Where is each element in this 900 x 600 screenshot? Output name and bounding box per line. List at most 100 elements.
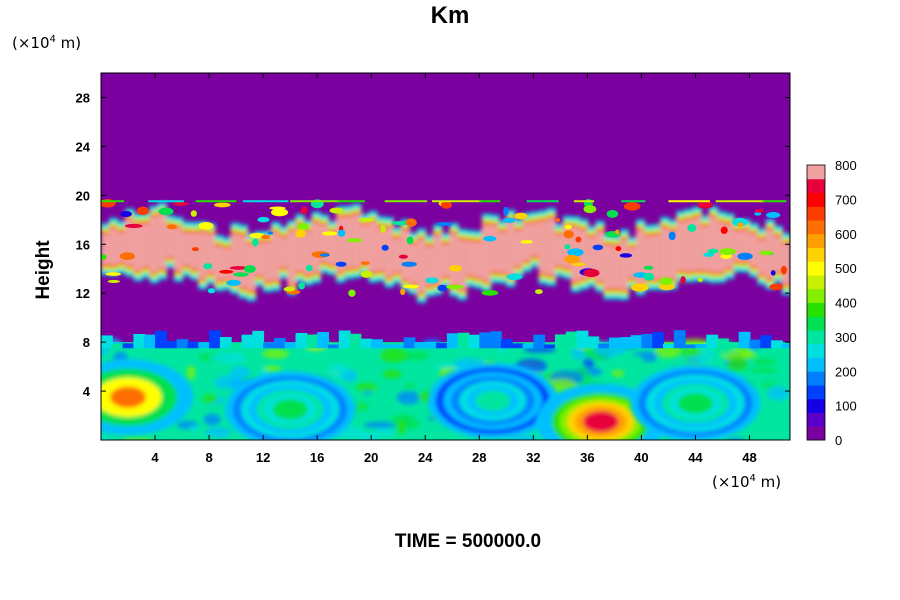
blob [425, 277, 439, 284]
edge-cell [587, 336, 600, 349]
blob [770, 270, 776, 276]
band-cell [749, 234, 759, 267]
edge-cell [749, 339, 762, 349]
eddy [225, 371, 356, 440]
edge-cell [522, 344, 535, 349]
blob [643, 272, 655, 281]
blob [337, 229, 346, 237]
band-cell [198, 232, 208, 279]
turbulence-cell [359, 431, 380, 440]
turbulence-cell [679, 348, 703, 356]
blob [229, 266, 248, 270]
edge-cell [695, 344, 708, 349]
turbulence-cell [611, 369, 625, 378]
blob [506, 273, 523, 281]
edge-cell [317, 332, 329, 349]
edge-cell [554, 334, 567, 349]
colorbar-segment [807, 412, 825, 427]
turbulence-cell [363, 421, 400, 429]
turbulence-cell [342, 369, 358, 383]
band-cell [149, 216, 159, 273]
blob [158, 207, 174, 216]
colorbar-segment [807, 288, 825, 303]
blob [606, 210, 619, 218]
band-cell [733, 230, 743, 262]
band-cell [263, 241, 273, 282]
blob [261, 234, 271, 240]
turbulence-cell [396, 390, 421, 405]
edge-cell [101, 335, 113, 349]
blob [436, 222, 453, 226]
edge-cell [706, 334, 719, 349]
colorbar-frame [806, 164, 826, 441]
edge-cell [155, 330, 167, 349]
lower-layer-edge [101, 330, 790, 349]
streak [762, 200, 787, 203]
edge-cell [306, 334, 319, 349]
streak [337, 200, 366, 203]
colorbar-segment [807, 206, 825, 221]
y-tick-label: 20 [76, 188, 90, 203]
blob [481, 290, 499, 296]
blob [360, 261, 370, 265]
blob [398, 254, 408, 259]
eddy-ring [272, 398, 308, 420]
edge-cell [295, 332, 308, 349]
x-tick-label: 4 [151, 450, 159, 465]
x-tick-label: 40 [634, 450, 648, 465]
blob [252, 238, 259, 247]
upper-blobs [101, 198, 787, 297]
blob [219, 269, 234, 274]
streak [290, 200, 341, 203]
blob [360, 270, 373, 278]
band-cell [319, 225, 329, 262]
plot-frame [100, 72, 791, 441]
blob [564, 224, 572, 230]
blob [659, 277, 673, 286]
band-cell [279, 237, 289, 268]
blob [719, 248, 736, 255]
turbulence-cell [760, 381, 777, 389]
blob [319, 253, 330, 257]
turbulence-cell [697, 348, 716, 365]
y-tick-label: 16 [76, 237, 90, 252]
blob [769, 283, 783, 291]
band-cell [708, 217, 719, 273]
blob [321, 231, 338, 236]
band-cell [376, 227, 386, 271]
turbulence-cell [355, 383, 379, 392]
edge-cell [468, 334, 481, 349]
streak [101, 200, 125, 203]
x-tick-label: 20 [364, 450, 378, 465]
turbulence-cell [748, 367, 780, 374]
blob [780, 265, 787, 275]
edge-cell [663, 343, 675, 349]
turbulence-cell [189, 424, 199, 433]
blob [520, 240, 533, 244]
colorbar-segment [807, 357, 825, 372]
blob [668, 231, 676, 241]
edge-cell [446, 333, 459, 349]
edge-cell [533, 334, 546, 349]
band-cell [490, 225, 500, 272]
edge-cell [738, 331, 751, 349]
band-cell [157, 213, 167, 269]
blob [257, 216, 270, 223]
edge-cell [327, 344, 340, 349]
streak [384, 200, 428, 203]
x-tick-label: 44 [688, 450, 703, 465]
streak [431, 200, 482, 203]
y-tick-label: 24 [76, 139, 91, 154]
turbulence-cell [725, 437, 746, 440]
eddy [427, 362, 558, 439]
unit-exp: 4 [49, 34, 56, 45]
edge-cell [544, 344, 556, 349]
blob [441, 200, 452, 209]
colorbar-segment [807, 398, 825, 413]
colorbar-segment [807, 165, 825, 180]
blob [244, 265, 256, 273]
colorbar-label: 500 [835, 261, 857, 276]
blob [402, 284, 419, 289]
blob [754, 211, 762, 216]
colorbar-label: 700 [835, 192, 857, 207]
